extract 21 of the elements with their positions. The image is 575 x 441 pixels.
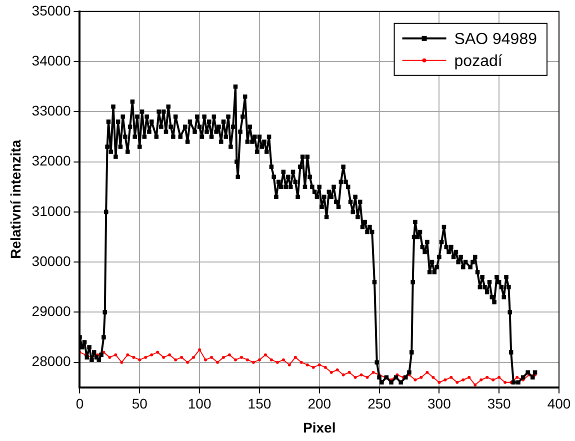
y-tick-label: 31000 [32,202,71,219]
y-tick-label: 35000 [32,2,71,18]
y-tick-label: 28000 [32,353,71,370]
x-tick-label: 350 [487,396,511,412]
y-tick-label: 29000 [32,303,71,320]
x-tick-label: 200 [308,396,332,412]
legend-label: SAO 94989 [454,30,538,48]
y-tick-label: 33000 [32,102,71,119]
y-tick-label: 30000 [32,252,71,269]
legend-label: pozadí [454,52,503,70]
x-tick-label: 150 [248,396,272,412]
y-tick-label: 32000 [32,152,71,169]
x-tick-label: 0 [76,396,84,412]
x-axis-title: Pixel [303,419,336,436]
x-tick-label: 250 [368,396,392,412]
x-tick-label: 50 [132,396,148,412]
y-axis-title: Relativní intenzita [7,140,24,259]
x-tick-label: 300 [428,396,452,412]
x-tick-label: 400 [547,396,571,412]
x-tick-label: 100 [188,396,212,412]
y-tick-label: 34000 [32,52,71,68]
